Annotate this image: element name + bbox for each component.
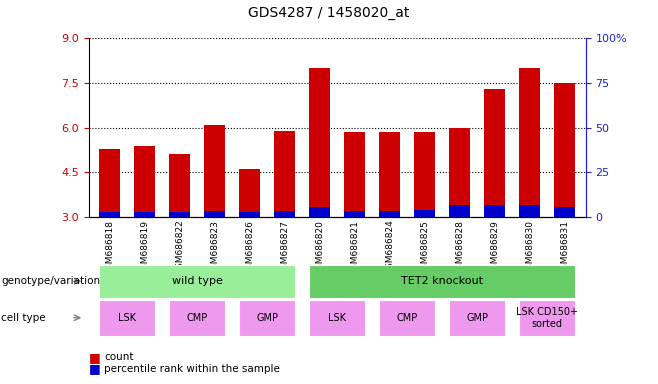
Bar	[554, 207, 575, 217]
Text: GMP: GMP	[466, 313, 488, 323]
Text: GMP: GMP	[256, 313, 278, 323]
Text: CMP: CMP	[187, 313, 208, 323]
Bar	[169, 212, 190, 217]
Bar	[240, 212, 261, 217]
Bar	[134, 212, 155, 217]
Text: LSK CD150+
sorted: LSK CD150+ sorted	[516, 307, 578, 329]
Bar	[449, 205, 470, 217]
Bar	[414, 210, 435, 217]
Bar	[309, 68, 330, 217]
Text: count: count	[104, 352, 134, 362]
Bar	[414, 132, 435, 217]
Bar	[274, 211, 295, 217]
Bar	[240, 169, 261, 217]
Text: ■: ■	[89, 362, 101, 375]
Bar	[204, 125, 225, 217]
Text: CMP: CMP	[397, 313, 418, 323]
Bar	[519, 68, 540, 217]
Bar	[344, 132, 365, 217]
Bar	[379, 132, 400, 217]
Bar	[519, 205, 540, 217]
Bar	[204, 211, 225, 217]
Text: wild type: wild type	[172, 276, 222, 286]
Bar	[484, 205, 505, 217]
Bar	[169, 154, 190, 217]
Bar	[484, 89, 505, 217]
Bar	[99, 212, 120, 217]
Text: GDS4287 / 1458020_at: GDS4287 / 1458020_at	[248, 6, 410, 20]
Text: cell type: cell type	[1, 313, 46, 323]
Text: LSK: LSK	[328, 313, 346, 323]
Bar	[379, 211, 400, 217]
Text: ■: ■	[89, 351, 101, 364]
Bar	[274, 131, 295, 217]
Bar	[309, 207, 330, 217]
Bar	[554, 83, 575, 217]
Text: genotype/variation: genotype/variation	[1, 276, 101, 286]
Bar	[344, 211, 365, 217]
Bar	[134, 146, 155, 217]
Bar	[449, 127, 470, 217]
Bar	[99, 149, 120, 217]
Text: percentile rank within the sample: percentile rank within the sample	[104, 364, 280, 374]
Text: TET2 knockout: TET2 knockout	[401, 276, 483, 286]
Text: LSK: LSK	[118, 313, 136, 323]
